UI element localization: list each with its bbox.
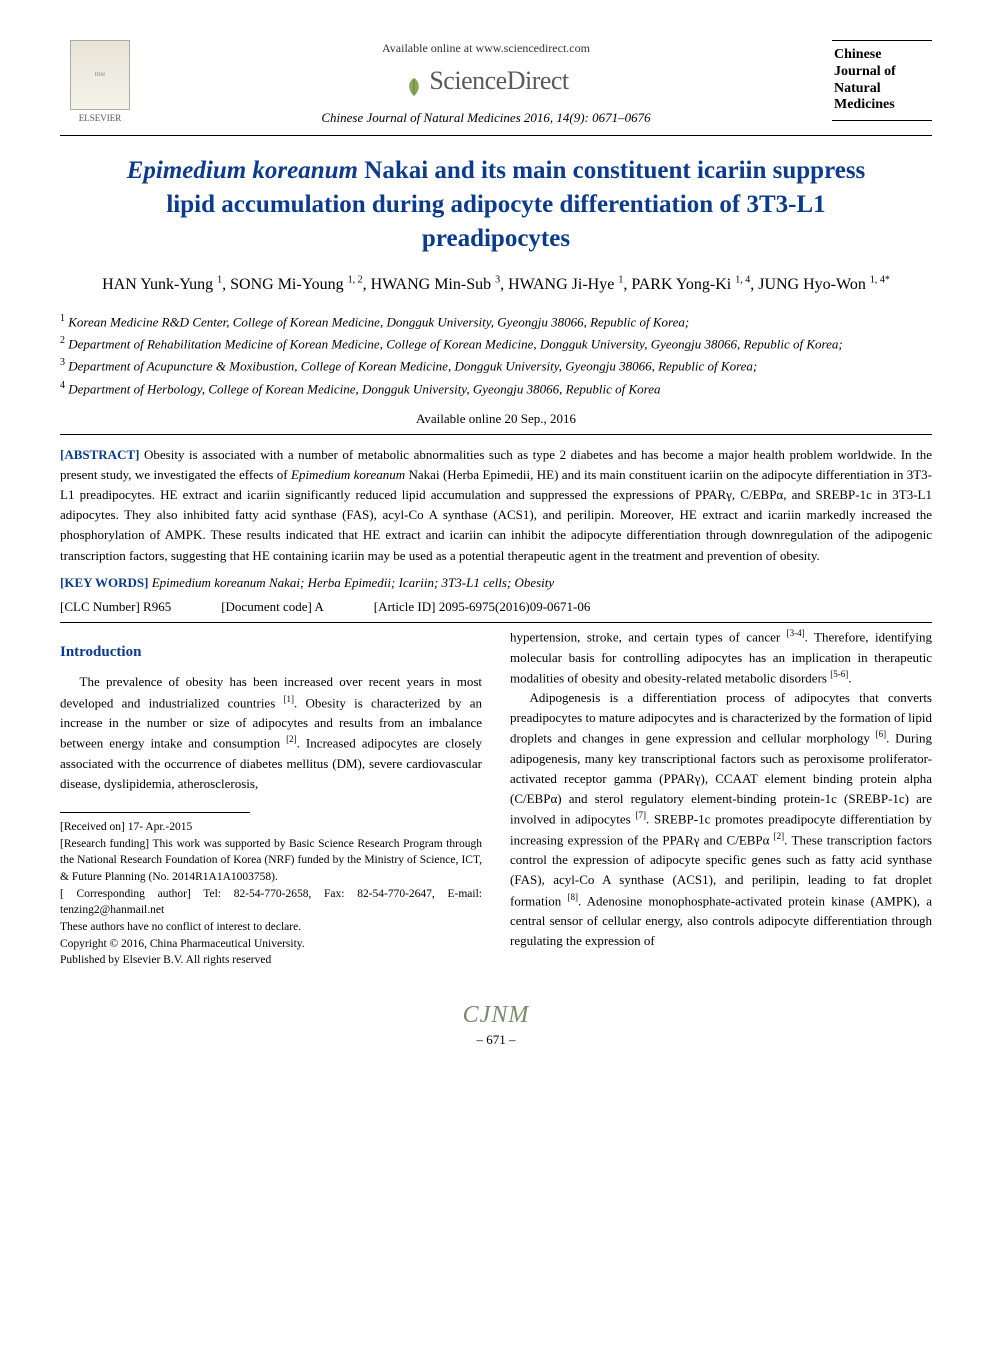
affiliation: 3 Department of Acupuncture & Moxibustio…: [60, 355, 932, 377]
cjnm-logo: CJNM: [60, 999, 932, 1033]
footnotes-block: [Received on] 17- Apr.-2015 [Research fu…: [60, 819, 482, 969]
footnote: Published by Elsevier B.V. All rights re…: [60, 952, 482, 969]
affiliation: 1 Korean Medicine R&D Center, College of…: [60, 311, 932, 333]
footnote: These authors have no conflict of intere…: [60, 919, 482, 936]
abstract-label: [ABSTRACT]: [60, 447, 139, 462]
clc-row: [CLC Number] R965 [Document code] A [Art…: [60, 598, 932, 616]
body-para: Adipogenesis is a differentiation proces…: [510, 688, 932, 951]
article-id-value: 2095-6975(2016)09-0671-06: [435, 599, 590, 614]
keywords-line: [KEY WORDS] Epimedium koreanum Nakai; He…: [60, 574, 932, 592]
doc-code-label: [Document code]: [221, 599, 312, 614]
journal-citation: Chinese Journal of Natural Medicines 201…: [160, 109, 812, 127]
available-online-date: Available online 20 Sep., 2016: [60, 410, 932, 428]
journal-cover-line: Journal of: [834, 64, 930, 81]
available-online-text: Available online at www.sciencedirect.co…: [160, 40, 812, 57]
sciencedirect-logo: ScienceDirect: [160, 63, 812, 99]
elsevier-logo: tree ELSEVIER: [60, 40, 140, 125]
sciencedirect-leaf-icon: [403, 72, 425, 94]
abstract-text: Obesity is associated with a number of m…: [60, 447, 932, 563]
center-header: Available online at www.sciencedirect.co…: [140, 40, 832, 127]
body-columns: Introduction The prevalence of obesity h…: [60, 627, 932, 969]
keywords-text: Epimedium koreanum Nakai; Herba Epimedii…: [148, 575, 554, 590]
journal-cover-box: Chinese Journal of Natural Medicines: [832, 40, 932, 121]
affiliation: 4 Department of Herbology, College of Ko…: [60, 378, 932, 400]
abstract-top-rule: [60, 434, 932, 435]
footnote: [Received on] 17- Apr.-2015: [60, 819, 482, 836]
article-title: Epimedium koreanum Nakai and its main co…: [100, 154, 892, 255]
clc-number: [CLC Number] R965: [60, 598, 171, 616]
keywords-label: [KEY WORDS]: [60, 575, 148, 590]
doc-code-value: A: [312, 599, 324, 614]
introduction-heading: Introduction: [60, 641, 482, 664]
article-id-label: [Article ID]: [374, 599, 436, 614]
page-number: – 671 –: [60, 1031, 932, 1049]
document-code: [Document code] A: [221, 598, 324, 616]
right-column: hypertension, stroke, and certain types …: [510, 627, 932, 969]
journal-cover-line: Natural: [834, 81, 930, 98]
footnote: Copyright © 2016, China Pharmaceutical U…: [60, 936, 482, 953]
journal-cover-line: Chinese: [834, 47, 930, 64]
abstract-block: [ABSTRACT] Obesity is associated with a …: [60, 445, 932, 566]
body-para: hypertension, stroke, and certain types …: [510, 627, 932, 688]
title-species: Epimedium koreanum: [127, 157, 358, 184]
left-column: Introduction The prevalence of obesity h…: [60, 627, 482, 969]
page-header: tree ELSEVIER Available online at www.sc…: [60, 40, 932, 127]
authors-line: HAN Yunk-Yung 1, SONG Mi-Young 1, 2, HWA…: [60, 272, 932, 298]
clc-value: R965: [140, 599, 171, 614]
affiliations-block: 1 Korean Medicine R&D Center, College of…: [60, 311, 932, 400]
intro-para: The prevalence of obesity has been incre…: [60, 672, 482, 794]
top-rule: [60, 135, 932, 136]
sciencedirect-text: ScienceDirect: [429, 66, 568, 95]
clc-label: [CLC Number]: [60, 599, 140, 614]
elsevier-label: ELSEVIER: [60, 112, 140, 125]
footnote-separator: [60, 812, 250, 813]
footnote: [ Corresponding author] Tel: 82-54-770-2…: [60, 886, 482, 919]
elsevier-tree-icon: tree: [70, 40, 130, 110]
footnote: [Research funding] This work was support…: [60, 836, 482, 886]
page-footer: CJNM – 671 –: [60, 999, 932, 1049]
article-id: [Article ID] 2095-6975(2016)09-0671-06: [374, 598, 591, 616]
abstract-bottom-rule: [60, 622, 932, 623]
journal-cover-line: Medicines: [834, 97, 930, 114]
affiliation: 2 Department of Rehabilitation Medicine …: [60, 333, 932, 355]
